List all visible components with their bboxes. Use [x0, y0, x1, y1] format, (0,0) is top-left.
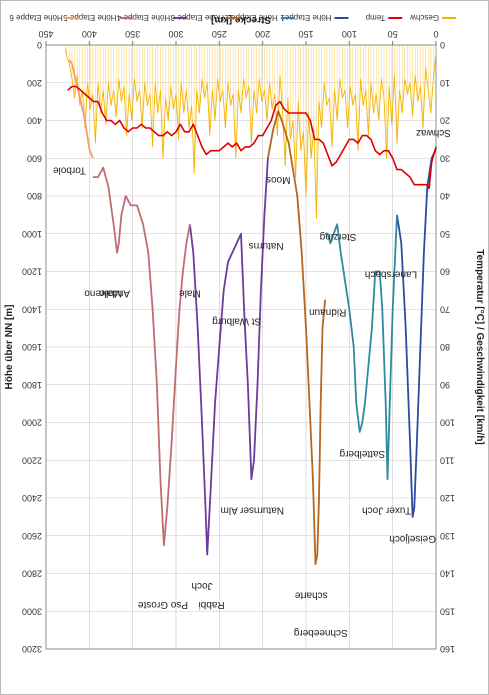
y-right-tick-label: 1200 — [22, 267, 42, 277]
y-right-tick-label: 0 — [37, 40, 42, 50]
y-left-tick-label: 120 — [440, 493, 455, 503]
annotation-label: Naturns — [249, 240, 284, 251]
annotation-label: Sattelberg — [340, 448, 386, 459]
annotation-label: Moos — [266, 174, 290, 185]
annotation-label: Tuxer Joch — [362, 504, 411, 515]
annotation-label: scharte — [294, 589, 327, 600]
y-right-tick-label: 400 — [27, 116, 42, 126]
x-axis-ticks: 0 50 100 150 200 250 300 350 400 450 — [38, 29, 439, 45]
y-left-tick-label: 10 — [440, 78, 450, 88]
series-group — [64, 45, 437, 565]
annotation-label: Sterzing — [320, 231, 357, 242]
x-tick-label: 200 — [255, 29, 270, 39]
annotation-label: Geiseljoch — [389, 533, 436, 544]
x-tick-label: 0 — [433, 29, 438, 39]
legend-label: Höhe Etappe 5 — [63, 13, 117, 22]
series-line-h-he-etappe-6 — [68, 59, 94, 159]
y-left-tick-label: 100 — [440, 418, 455, 428]
y-right-tick-label: 3000 — [22, 606, 42, 616]
annotation-label: Molveno — [84, 287, 122, 298]
x-tick-label: 50 — [388, 29, 398, 39]
y-left-tick-label: 80 — [440, 342, 450, 352]
annotation-label: Pso Groste — [138, 599, 188, 610]
y-right-tick-label: 600 — [27, 153, 42, 163]
series-line-h-he-etappe1 — [396, 148, 437, 518]
x-tick-label: 100 — [342, 29, 357, 39]
annotation-label: Andalo — [98, 287, 130, 298]
y-right-tick-label: 1000 — [22, 229, 42, 239]
y-right-tick-label: 2400 — [22, 493, 42, 503]
x-tick-label: 250 — [212, 29, 227, 39]
axis-titles: Strecke [km] Temperatur [°C] / Geschwindi… — [4, 14, 485, 445]
annotation-label: Naturnser Alm — [221, 504, 284, 515]
annotation-label: Torbole — [53, 165, 86, 176]
x-tick-label: 400 — [82, 29, 97, 39]
y-right-tick-label: 2000 — [22, 418, 42, 428]
y-right-tick-label: 3200 — [22, 644, 42, 654]
series-line-h-he-etappe-4 — [189, 158, 269, 556]
legend-label: Höhe Etappe1 — [280, 13, 332, 22]
annotation-labels: Schwaz Geiseljoch Lanersbach Tuxer Joch Satt… — [53, 127, 451, 638]
annotation-label: Joch — [191, 580, 212, 591]
series-line-h-he-etappe-5 — [92, 166, 191, 547]
series-line-temp — [67, 85, 437, 190]
y-left-tick-label: 70 — [440, 304, 450, 314]
y-left-axis-ticks: 0 10 20 30 40 50 60 70 80 90 100 110 120 130 140 150 160 — [440, 40, 455, 654]
annotation-label: Schwaz — [416, 127, 451, 138]
legend-label: Temp — [365, 13, 385, 22]
y-left-axis-title: Temperatur [°C] / Geschwindigkeit [km/h] — [474, 249, 485, 445]
y-left-tick-label: 20 — [440, 116, 450, 126]
series-line-h-he-etappe-3 — [267, 110, 326, 565]
y-right-axis-ticks: 0 200 400 600 800 1000 1200 1400 1600 1800 2000 220… — [22, 40, 42, 654]
annotation-label: Lanersbach — [365, 269, 417, 280]
annotation-label: Schneeberg — [294, 627, 348, 638]
y-left-tick-label: 30 — [440, 153, 450, 163]
x-tick-label: 350 — [125, 29, 140, 39]
y-right-tick-label: 1800 — [22, 380, 42, 390]
y-right-tick-label: 2600 — [22, 531, 42, 541]
legend-label: Höhe Etappe 4 — [116, 13, 170, 22]
annotation-label: Rabbi — [198, 599, 224, 610]
y-right-tick-label: 1600 — [22, 342, 42, 352]
y-right-tick-label: 800 — [27, 191, 42, 201]
annotation-label: Male — [179, 287, 201, 298]
x-tick-label: 300 — [168, 29, 183, 39]
y-left-tick-label: 150 — [440, 606, 455, 616]
annotation-label: St Walburg — [212, 316, 261, 327]
y-left-tick-label: 0 — [440, 40, 445, 50]
legend-label: Geschw — [410, 13, 439, 22]
y-right-tick-label: 2200 — [22, 455, 42, 465]
x-axis-title: Strecke [km] — [211, 14, 271, 25]
annotation-label: Ridnaun — [309, 306, 346, 317]
y-right-tick-label: 1400 — [22, 304, 42, 314]
y-left-tick-label: 60 — [440, 267, 450, 277]
series-line-geschw — [64, 48, 437, 220]
y-right-axis-title: Höhe über NN [m] — [4, 305, 15, 390]
y-left-tick-label: 110 — [440, 455, 454, 465]
y-left-tick-label: 160 — [440, 644, 455, 654]
y-left-tick-label: 40 — [440, 191, 450, 201]
y-right-tick-label: 200 — [27, 78, 42, 88]
legend-label: Höhe Etappe 2 — [224, 13, 278, 22]
y-left-tick-label: 90 — [440, 380, 450, 390]
y-left-tick-label: 130 — [440, 531, 455, 541]
y-left-tick-label: 50 — [440, 229, 450, 239]
series-line-h-he-etappe-2 — [325, 214, 398, 480]
legend-label: Höhe Etappe 3 — [170, 13, 224, 22]
x-tick-label: 150 — [298, 29, 313, 39]
x-tick-label: 450 — [38, 29, 53, 39]
legend-label: Höhe Etappe 6 — [9, 13, 63, 22]
y-right-tick-label: 2800 — [22, 569, 42, 579]
y-left-tick-label: 140 — [440, 569, 455, 579]
